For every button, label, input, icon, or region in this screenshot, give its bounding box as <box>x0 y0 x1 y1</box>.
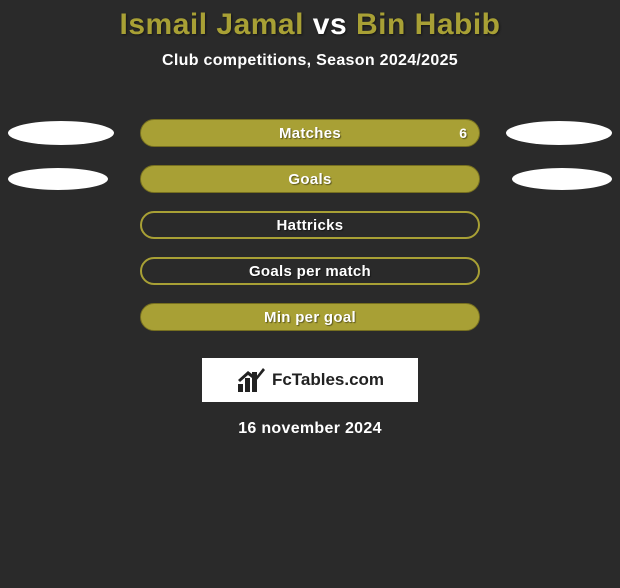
stat-label: Min per goal <box>264 309 356 326</box>
stat-row: Min per goal <box>0 294 620 340</box>
brand-box: FcTables.com <box>202 358 418 402</box>
title-part: Ismail Jamal <box>120 8 304 41</box>
stat-label: Goals per match <box>249 263 371 280</box>
stat-pill: Matches 6 <box>140 119 480 147</box>
stat-row: Goals <box>0 156 620 202</box>
title-part: Bin Habib <box>356 8 501 41</box>
stat-rows: Matches 6 Goals Hattricks Goals per match Min… <box>0 110 620 340</box>
stat-label: Hattricks <box>277 217 344 234</box>
marker-ellipse-right <box>506 121 612 145</box>
marker-ellipse-left <box>8 121 114 145</box>
stat-pill: Goals per match <box>140 257 480 285</box>
stat-label: Matches <box>279 125 341 142</box>
brand-text: FcTables.com <box>272 370 384 390</box>
stat-value-right: 6 <box>459 125 467 141</box>
brand-icon <box>236 366 266 394</box>
subtitle: Club competitions, Season 2024/2025 <box>0 52 620 70</box>
stat-row: Matches 6 <box>0 110 620 156</box>
stat-row: Goals per match <box>0 248 620 294</box>
stat-pill: Hattricks <box>140 211 480 239</box>
marker-ellipse-right <box>512 168 612 190</box>
stat-pill: Goals <box>140 165 480 193</box>
title-part: vs <box>304 8 356 41</box>
marker-ellipse-left <box>8 168 108 190</box>
page-title: Ismail Jamal vs Bin Habib <box>0 8 620 42</box>
stat-pill: Min per goal <box>140 303 480 331</box>
date-text: 16 november 2024 <box>0 420 620 438</box>
stat-row: Hattricks <box>0 202 620 248</box>
stat-label: Goals <box>288 171 331 188</box>
